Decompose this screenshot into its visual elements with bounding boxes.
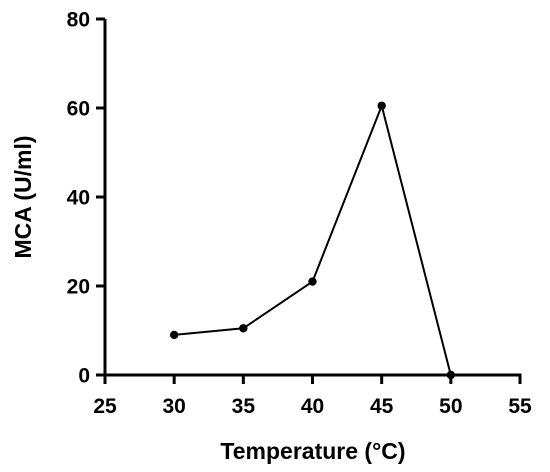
y-tick-label: 20 (67, 276, 90, 299)
data-point (377, 101, 386, 110)
x-tick-label: 25 (93, 395, 117, 418)
series-line (174, 102, 452, 376)
series-layer (169, 101, 456, 380)
axes (103, 19, 522, 377)
x-tick-label: 35 (232, 395, 256, 418)
x-tick-label: 50 (439, 395, 462, 418)
x-axis-ticks: 25 30 35 40 45 50 55 (93, 375, 532, 418)
y-tick-label: 0 (78, 365, 90, 388)
y-axis-ticks: 0 20 40 60 80 (67, 9, 105, 388)
y-axis-title: MCA (U/ml) (10, 135, 36, 258)
x-axis-title: Temperature (°C) (220, 438, 405, 464)
data-point (446, 370, 456, 380)
y-tick-label: 40 (67, 187, 90, 210)
x-tick-label: 45 (370, 395, 394, 418)
x-tick-label: 55 (508, 395, 532, 418)
data-point (239, 324, 248, 333)
data-point (169, 330, 179, 340)
x-tick-label: 30 (162, 395, 185, 418)
y-tick-label: 80 (67, 9, 90, 32)
y-tick-label: 60 (67, 98, 90, 121)
x-tick-label: 40 (301, 395, 324, 418)
data-point (308, 277, 317, 286)
